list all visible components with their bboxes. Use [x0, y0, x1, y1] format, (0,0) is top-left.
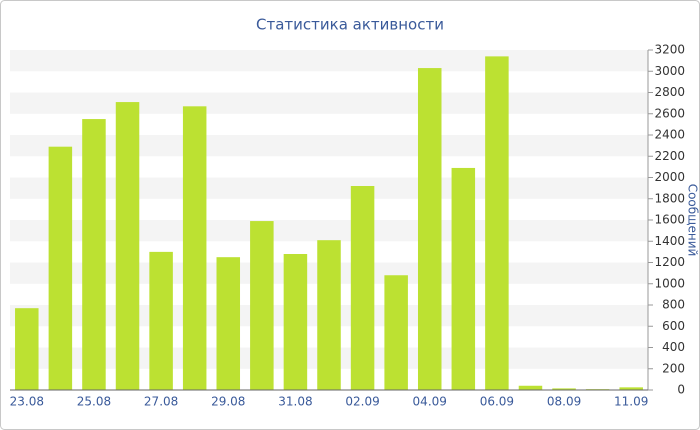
- bar: [48, 146, 73, 390]
- x-tick-label: 25.08: [77, 395, 111, 409]
- y-tick-label: 1400: [654, 234, 685, 248]
- bar: [250, 221, 274, 390]
- bar: [552, 388, 576, 390]
- y-axis-label: Сообщений: [686, 184, 700, 257]
- bar: [15, 308, 39, 390]
- bar: [82, 119, 106, 390]
- bar: [182, 106, 207, 390]
- bar: [451, 167, 476, 390]
- y-tick-label: 2400: [654, 128, 685, 142]
- y-tick-label: 2800: [654, 85, 685, 99]
- bar: [317, 240, 341, 390]
- y-tick-label: 2000: [654, 170, 685, 184]
- y-tick-label: 2600: [654, 106, 685, 120]
- x-tick-label: 04.09: [413, 395, 447, 409]
- y-tick-label: 1600: [654, 213, 685, 227]
- y-tick-label: 1800: [654, 191, 685, 205]
- bar: [350, 186, 375, 390]
- x-tick-label: 23.08: [10, 395, 44, 409]
- grid-band: [10, 50, 648, 72]
- x-tick-label: 27.08: [144, 395, 178, 409]
- bar: [283, 254, 308, 390]
- bar: [216, 257, 241, 390]
- x-tick-label: 11.09: [614, 395, 648, 409]
- x-tick-label: 06.09: [480, 395, 514, 409]
- y-tick-label: 1000: [654, 276, 685, 290]
- chart-title: Статистика активности: [256, 16, 444, 34]
- y-tick-label: 3000: [654, 64, 685, 78]
- y-tick-label: 3200: [654, 43, 685, 57]
- y-tick-label: 0: [677, 383, 685, 397]
- bar: [518, 385, 543, 390]
- x-tick-label: 31.08: [278, 395, 312, 409]
- bar: [485, 56, 509, 390]
- grid-band: [10, 92, 648, 114]
- y-tick-label: 2200: [654, 149, 685, 163]
- y-tick-label: 1200: [654, 255, 685, 269]
- x-tick-label: 08.09: [547, 395, 581, 409]
- y-tick-label: 400: [662, 340, 685, 354]
- bar: [417, 68, 442, 390]
- x-tick-label: 02.09: [345, 395, 379, 409]
- y-tick-label: 600: [662, 319, 685, 333]
- y-tick-label: 800: [662, 298, 685, 312]
- x-tick-label: 29.08: [211, 395, 245, 409]
- bar: [115, 102, 140, 390]
- bar: [384, 275, 408, 390]
- bar: [619, 387, 643, 390]
- bar: [149, 251, 173, 390]
- y-tick-label: 200: [662, 361, 685, 375]
